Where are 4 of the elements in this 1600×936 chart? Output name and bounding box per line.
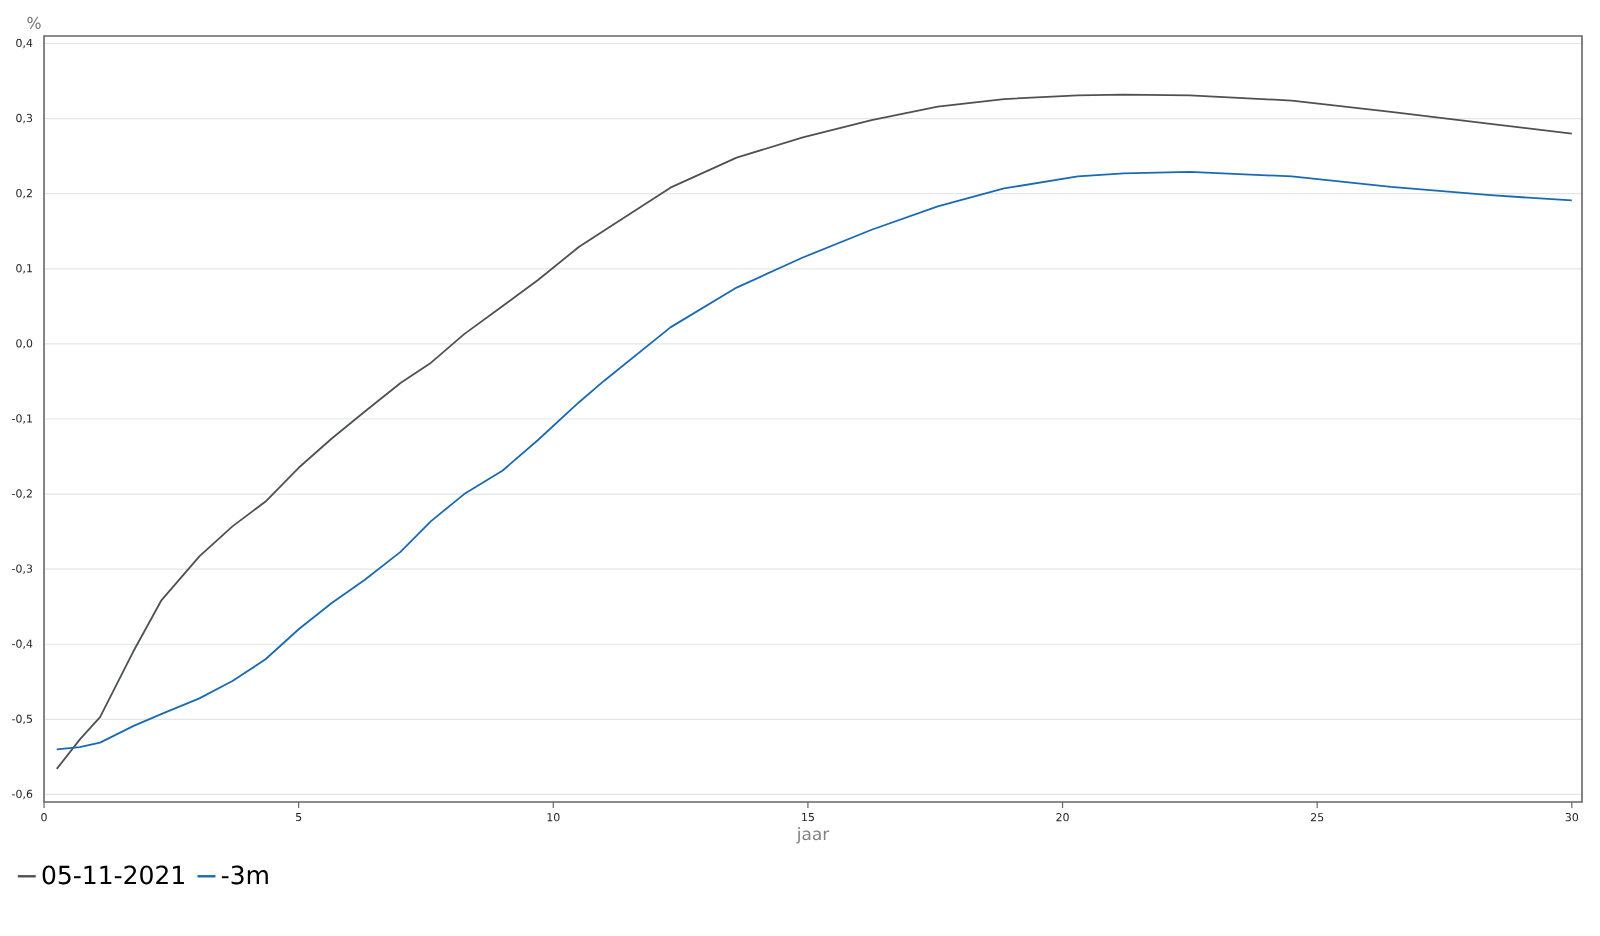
legend-label: 05-11-2021 [42,865,184,885]
x-axis-title: jaar [796,827,830,844]
legend-label: -3m [221,865,268,885]
y-axis-title: % [27,16,41,29]
